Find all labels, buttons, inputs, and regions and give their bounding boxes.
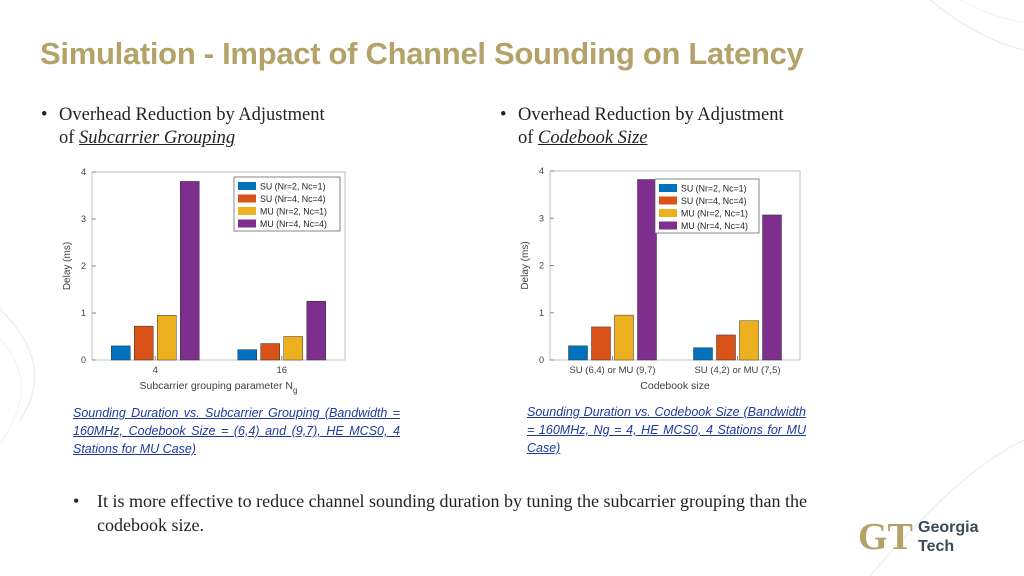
bullet-subcarrier-grouping: • Overhead Reduction by Adjustment of Su… [41, 104, 325, 150]
bar-chart-svg: 0 1 2 3 4 Delay (ms) SU (6,4) or MU (9,7) SU (4… [520, 166, 801, 392]
y-tick-label: 4 [539, 166, 544, 176]
bullet-dot: • [500, 105, 507, 125]
bar-chart-svg: 0 1 2 3 4 Delay (ms) 4 16 Subcarrier grouping pa… [62, 167, 346, 395]
legend-swatch [659, 196, 677, 205]
bullet-of: of [59, 128, 75, 148]
y-tick-label: 3 [81, 214, 86, 224]
y-axis-label: Delay (ms) [520, 241, 531, 289]
legend-swatch [659, 184, 677, 192]
bullet-dot: • [73, 491, 80, 511]
bar [614, 314, 634, 361]
bar [716, 334, 736, 361]
bar [283, 336, 303, 361]
legend-label: MU (Nr=2, Nc=1) [681, 209, 748, 219]
bar [306, 301, 326, 361]
bar [568, 345, 588, 361]
bullet-dot: • [41, 105, 48, 125]
caption-subcarrier-grouping: Sounding Duration vs. Subcarrier Groupin… [73, 406, 400, 456]
legend-swatch [659, 221, 677, 230]
y-tick-label: 4 [81, 167, 86, 177]
bar [739, 320, 759, 361]
legend-label: SU (Nr=4, Nc=4) [260, 194, 326, 204]
y-tick-label: 0 [81, 355, 86, 365]
chart-subcarrier-grouping: 0 1 2 3 4 Delay (ms) 4 16 Subcarrier grouping pa… [62, 160, 362, 405]
x-axis-label: Codebook size [640, 380, 710, 392]
y-tick-label: 0 [539, 355, 544, 365]
bar [237, 349, 257, 361]
legend-label: SU (Nr=4, Nc=4) [681, 196, 747, 206]
legend-label: MU (Nr=4, Nc=4) [681, 221, 748, 231]
bullet-codebook-size: • Overhead Reduction by Adjustment of Co… [500, 104, 784, 150]
georgia-tech-logo: GT Georgia Tech [858, 516, 979, 555]
y-tick-label: 1 [539, 308, 544, 318]
legend-swatch [238, 207, 256, 215]
bar [260, 343, 280, 361]
x-axis-label: Subcarrier grouping parameter Ng [140, 380, 298, 395]
caption-codebook-size: Sounding Duration vs. Codebook Size (Ban… [527, 405, 806, 455]
slide-title: Simulation - Impact of Channel Sounding … [40, 36, 804, 71]
x-tick-label: 16 [276, 365, 287, 376]
x-tick-label: SU (4,2) or MU (7,5) [694, 365, 780, 376]
bar [157, 315, 177, 361]
gt-mark: GT [858, 516, 913, 555]
bar [134, 325, 154, 361]
conclusion-text: It is more effective to reduce channel s… [97, 491, 807, 535]
bullet-emphasis: Subcarrier Grouping [79, 128, 236, 148]
bullet-emphasis: Codebook Size [538, 128, 648, 148]
legend-label: SU (Nr=2, Nc=1) [260, 182, 326, 192]
bullet-text: Overhead Reduction by Adjustment [518, 105, 784, 125]
y-axis-label: Delay (ms) [62, 242, 73, 290]
bar [762, 214, 782, 361]
bar [180, 181, 200, 361]
bullet-text: Overhead Reduction by Adjustment [59, 105, 325, 125]
legend-swatch [238, 194, 256, 203]
y-tick-label: 3 [539, 213, 544, 223]
legend-label: MU (Nr=2, Nc=1) [260, 207, 327, 217]
bar [111, 345, 131, 361]
chart-codebook-size: 0 1 2 3 4 Delay (ms) SU (6,4) or MU (9,7) SU (4… [520, 160, 810, 405]
legend-swatch [659, 209, 677, 217]
logo-line-2: Tech [918, 538, 954, 555]
y-tick-label: 2 [81, 261, 86, 271]
x-tick-label: 4 [153, 365, 158, 376]
y-tick-label: 1 [81, 308, 86, 318]
logo-line-1: Georgia [918, 519, 979, 536]
legend-swatch [238, 219, 256, 228]
x-tick-label: SU (6,4) or MU (9,7) [569, 365, 655, 376]
x-axis-label-subscript: g [293, 386, 297, 395]
bar [637, 179, 657, 361]
legend-swatch [238, 182, 256, 190]
y-tick-label: 2 [539, 261, 544, 271]
bar [591, 326, 611, 361]
bullet-of: of [518, 128, 534, 148]
conclusion-bullet: • It is more effective to reduce channel… [73, 489, 817, 537]
bar [693, 347, 713, 361]
legend-label: MU (Nr=4, Nc=4) [260, 219, 327, 229]
legend-label: SU (Nr=2, Nc=1) [681, 184, 747, 194]
